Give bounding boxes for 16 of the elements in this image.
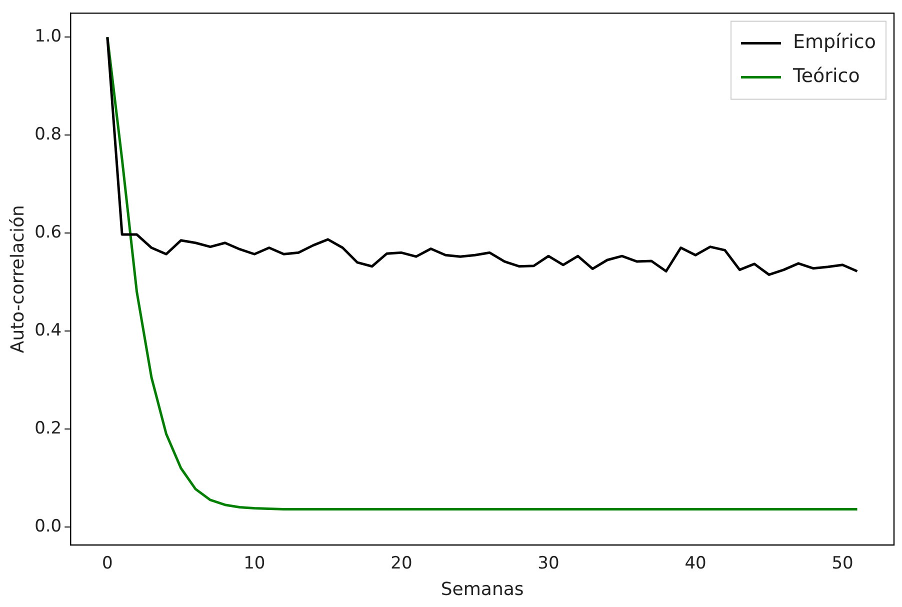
x-tick-label: 20 xyxy=(390,554,412,574)
x-tick-label: 0 xyxy=(102,554,113,574)
legend-label: Teórico xyxy=(792,65,860,88)
y-tick-label: 0.2 xyxy=(34,418,62,438)
y-tick-label: 1.0 xyxy=(34,26,62,47)
y-tick-label: 0.0 xyxy=(34,516,62,536)
x-tick-label: 50 xyxy=(832,554,854,574)
y-tick-label: 0.6 xyxy=(34,222,62,242)
x-tick-label: 10 xyxy=(244,554,266,574)
y-axis-title: Auto-correlación xyxy=(7,205,28,354)
x-tick-label: 40 xyxy=(684,554,706,574)
y-tick-label: 0.8 xyxy=(34,124,62,145)
x-axis-title: Semanas xyxy=(440,578,524,600)
y-tick-label: 0.4 xyxy=(34,320,62,340)
x-tick-label: 30 xyxy=(538,554,560,574)
legend-label: Empírico xyxy=(792,31,876,54)
